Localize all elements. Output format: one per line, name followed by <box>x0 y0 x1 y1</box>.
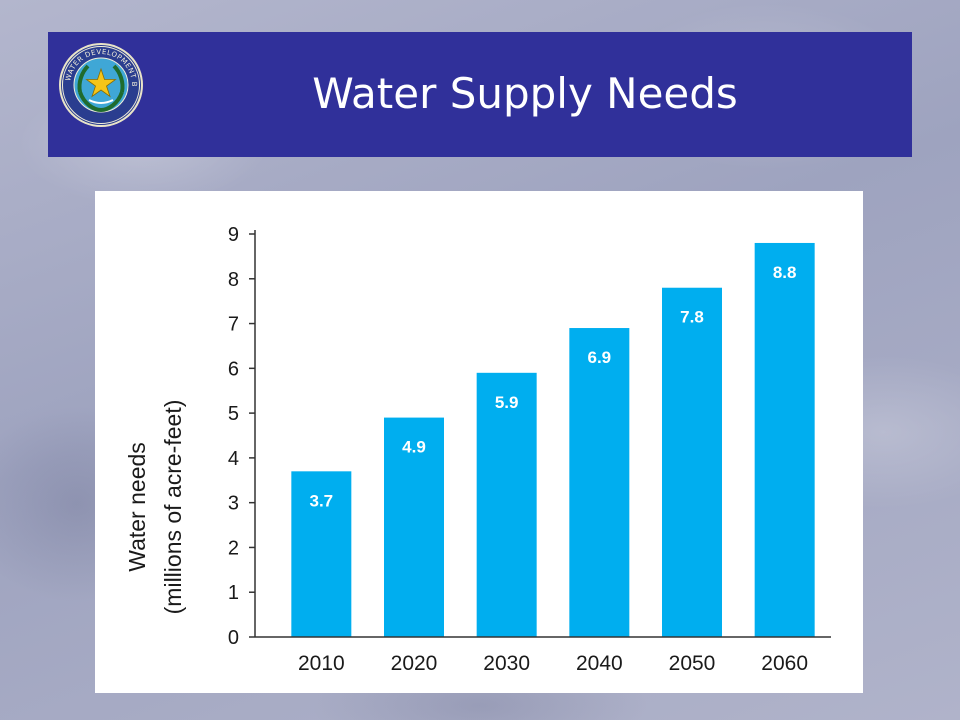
bars <box>291 242 815 637</box>
data-label-2010: 3.7 <box>310 491 334 510</box>
bar-2060 <box>754 242 815 637</box>
y-axis-title-line2: (millions of acre-feet) <box>160 400 186 615</box>
data-label-2040: 6.9 <box>588 348 612 367</box>
x-tick-label-2020: 2020 <box>391 652 438 675</box>
y-axis-title-line1: Water needs <box>124 442 150 572</box>
y-tick-label: 7 <box>228 314 239 336</box>
bar-2030 <box>476 372 537 637</box>
y-tick-label: 8 <box>228 269 239 291</box>
y-tick-label: 3 <box>228 493 239 515</box>
y-tick-label: 6 <box>228 358 239 380</box>
data-label-2020: 4.9 <box>402 438 426 457</box>
y-tick-label: 2 <box>228 537 239 559</box>
y-tick-label: 0 <box>228 627 239 649</box>
bar-2050 <box>662 287 722 637</box>
y-tick-label: 9 <box>228 224 239 246</box>
x-tick-label-2030: 2030 <box>483 652 530 675</box>
bar-2040 <box>569 328 630 637</box>
data-label-2060: 8.8 <box>773 263 797 282</box>
title-bar: TEXAS WATER DEVELOPMENT BOARD Water Supp… <box>48 32 912 157</box>
x-axis-labels: 2010 2020 2030 2040 2050 2060 <box>298 652 808 675</box>
twdb-seal-icon: TEXAS WATER DEVELOPMENT BOARD <box>58 42 143 127</box>
slide-title: Water Supply Needs <box>312 69 738 118</box>
data-label-2050: 7.8 <box>680 308 704 327</box>
data-label-2030: 5.9 <box>495 393 519 412</box>
data-labels: 3.7 4.9 5.9 6.9 7.8 8.8 <box>310 263 797 510</box>
y-tick-label: 4 <box>228 448 239 470</box>
y-tick-label: 1 <box>228 582 239 604</box>
y-axis-ticks: 0 1 2 3 4 5 6 7 8 9 <box>228 224 255 649</box>
x-tick-label-2010: 2010 <box>298 652 345 675</box>
y-tick-label: 5 <box>228 403 239 425</box>
x-tick-label-2040: 2040 <box>576 652 623 675</box>
x-tick-label-2060: 2060 <box>761 652 808 675</box>
x-tick-label-2050: 2050 <box>669 652 716 675</box>
y-axis-title: Water needs (millions of acre-feet) <box>124 400 186 615</box>
bar-2020 <box>384 417 444 637</box>
bar-2010 <box>291 471 352 637</box>
